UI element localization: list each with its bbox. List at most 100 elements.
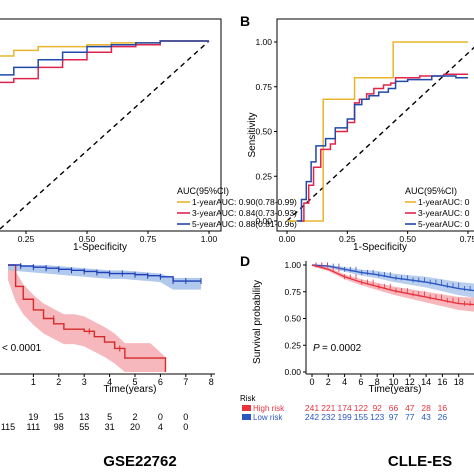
panel-b-ytick-label: 0.25 xyxy=(255,171,272,181)
panel-b-legend-3year: 3-yearAUC: 0 xyxy=(418,208,470,218)
panel-b-legend-title: AUC(95%CI) xyxy=(405,186,457,196)
panel-a-legend: AUC(95%CI) 1-yearAUC: 0.90(0.78-0.99) 3-… xyxy=(177,186,297,229)
panel-b-ytick-label: 1.00 xyxy=(255,37,272,47)
panel-d-xtick-label: 6 xyxy=(358,377,363,387)
panel-b-diagonal xyxy=(286,46,474,222)
panel-d-xtick-label: 10 xyxy=(388,377,398,387)
panel-d-risk-count: 221 xyxy=(321,403,335,413)
panel-c-xtick-label: 8 xyxy=(209,377,214,387)
panel-d-xtick-label: 12 xyxy=(405,377,415,387)
panel-a-roc-curves xyxy=(0,40,209,84)
panel-d-risk-count: 66 xyxy=(389,403,399,413)
panel-d-risk-count: 28 xyxy=(421,403,431,413)
panel-b: B Sensitivity 1.000.750.500.250.00 0.00 0… xyxy=(240,13,474,253)
panel-d-risk-count: 47 xyxy=(405,403,415,413)
panel-d-survival-curves xyxy=(311,262,474,307)
panel-a-xtick-label: 0.50 xyxy=(79,234,96,244)
panel-b-xtick-label: 0.00 xyxy=(279,234,296,244)
panel-c-risk-count: 55 xyxy=(79,422,89,432)
panel-d-xlabel: Time(years) xyxy=(369,384,422,395)
panel-a-xtick-label: 0.75 xyxy=(140,234,157,244)
panel-c-risk-count: 2 xyxy=(132,412,137,422)
panel-d-confidence-bands xyxy=(312,265,474,312)
panel-c-xtick-label: 7 xyxy=(183,377,188,387)
panel-d-risk-count: 242 xyxy=(305,412,319,422)
panel-c-risk-count: 0 xyxy=(183,412,188,422)
panel-b-roc-curves xyxy=(287,41,468,222)
panel-b-letter: B xyxy=(240,13,250,29)
panel-d-risk-count: 43 xyxy=(421,412,431,422)
panel-d-pvalue-prefix: P xyxy=(313,343,320,354)
panel-d-xtick-label: 16 xyxy=(437,377,447,387)
panel-b-xtick-label: 0.25 xyxy=(339,234,356,244)
panel-a-x-ticks: 0.25 0.50 0.75 1.00 xyxy=(18,231,218,244)
panel-a-roc-1year xyxy=(0,40,209,57)
panel-d-xtick-label: 18 xyxy=(454,377,464,387)
panel-c-band-high xyxy=(8,265,166,372)
panel-a-legend-3year: 3-yearAUC: 0.84(0.73-0.93) xyxy=(192,208,297,218)
panel-b-y-ticks: 1.00 0.75 0.50 0.25 0.00 xyxy=(255,37,277,226)
panel-d-legend-low: Low risk xyxy=(253,413,283,422)
panel-d-risk-count: 199 xyxy=(338,412,352,422)
panel-c-risk-count: 31 xyxy=(105,422,115,432)
panel-b-ytick-label: 0.50 xyxy=(255,127,272,137)
panel-c-xtick-label: 4 xyxy=(107,377,112,387)
panel-d-risk-count: 26 xyxy=(438,412,448,422)
panel-d-xtick-label: 2 xyxy=(326,377,331,387)
panel-c-risk-count: 111 xyxy=(27,422,41,432)
panel-d-xtick-label: 4 xyxy=(342,377,347,387)
panel-d-ytick-label: 0.25 xyxy=(284,340,301,350)
panel-d-risk-count: 174 xyxy=(338,403,352,413)
panel-d-risk-title-top: Risk xyxy=(240,394,257,403)
panel-d-letter: D xyxy=(240,253,250,269)
panel-a-frame xyxy=(0,18,222,232)
panel-d: D Survival probability 1.00 0.75 0.50 0.25 0… xyxy=(240,253,474,470)
panel-c-xtick-label: 2 xyxy=(56,377,61,387)
panel-c-band-low xyxy=(8,265,202,290)
panel-d-xtick-label: 14 xyxy=(421,377,431,387)
panel-a-xtick-label: 0.25 xyxy=(18,234,35,244)
panel-b-xtick-label: 0.50 xyxy=(399,234,416,244)
panel-a-roc-5year xyxy=(0,40,209,76)
panel-c-risk-count: 5 xyxy=(107,412,112,422)
panel-c-xtick-label: 6 xyxy=(158,377,163,387)
panel-b-roc-1year xyxy=(287,41,468,222)
panel-c-risk-count: 15 xyxy=(54,412,64,422)
panel-d-ytick-label: 0.50 xyxy=(284,314,301,324)
panel-d-dataset-title: CLLE-ES xyxy=(388,453,452,470)
panel-b-roc-3year xyxy=(299,73,468,222)
panel-d-pvalue: = 0.0002 xyxy=(322,343,362,354)
panel-a-legend-title: AUC(95%CI) xyxy=(177,186,229,196)
panel-c-xtick-label: 5 xyxy=(132,377,137,387)
panel-b-xtick-label: 0.75 xyxy=(460,234,474,244)
panel-d-band-low xyxy=(312,265,474,298)
panel-d-risk-count: 123 xyxy=(370,412,384,422)
panel-d-legend: Risk High risk Low risk xyxy=(240,394,285,422)
panel-b-frame xyxy=(276,18,474,232)
panel-b-ytick-label: 0.75 xyxy=(255,82,272,92)
panel-c-xtick-label: 3 xyxy=(82,377,87,387)
legend-swatch-high xyxy=(242,405,251,411)
panel-c-risk-count: 0 xyxy=(158,412,163,422)
panel-d-risk-count: 232 xyxy=(321,412,335,422)
panel-d-xtick-label: 0 xyxy=(309,377,314,387)
panel-b-legend-5year: 5-yearAUC: 0 xyxy=(418,219,470,229)
panel-d-ytick-label: 0.75 xyxy=(284,287,301,297)
panel-d-x-ticks: 0 2 4 6 8 10 12 14 16 18 xyxy=(309,374,464,387)
panel-c-curve-high xyxy=(8,264,167,372)
panel-d-risk-count: 241 xyxy=(305,403,319,413)
panel-c-risk-count: 19 xyxy=(28,412,38,422)
panel-a-xtick-label: 1.00 xyxy=(201,234,218,244)
panel-c-x-ticks: 1 2 3 4 5 6 7 8 xyxy=(31,374,214,387)
panel-d-xtick-label: 8 xyxy=(375,377,380,387)
panel-a-xlabel: 1-Specificity xyxy=(73,242,127,253)
panel-c-xtick-label: 1 xyxy=(31,377,36,387)
panel-c-risk-count: 4 xyxy=(158,422,163,432)
panel-c-confidence-bands xyxy=(8,265,202,372)
panel-c-xlabel: Time(years) xyxy=(104,384,157,395)
panel-c-risk-count: 115 xyxy=(1,422,15,432)
panel-c-survival-curves xyxy=(8,263,202,372)
